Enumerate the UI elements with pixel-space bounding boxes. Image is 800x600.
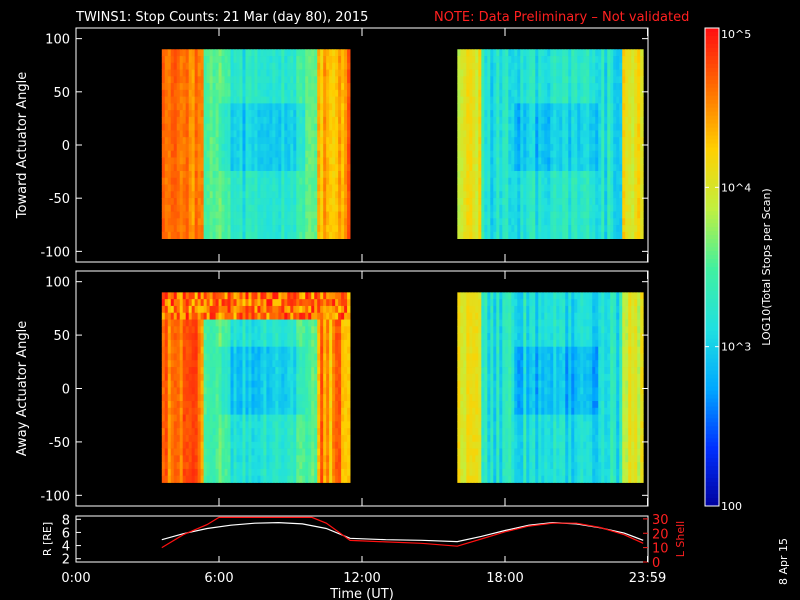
y-axis-label: Toward Actuator Angle (15, 72, 30, 219)
y-tick-label: 0 (62, 383, 70, 398)
generation-date-stamp: 8 Apr 15 (777, 538, 790, 585)
colorbar-tick-label: 10^3 (721, 341, 751, 354)
heatmap-block-2-2 (457, 292, 644, 483)
series-line-lshell (161, 516, 644, 549)
lshell-tick-label: 10 (652, 542, 669, 557)
colorbar-tick-label: 10^5 (721, 28, 751, 41)
heatmap-panel-2: 100 50 0 -50 -100 Away Actuator Angle (15, 270, 649, 507)
y-tick-label: 50 (53, 86, 70, 101)
heatmap-block-1-1 (161, 49, 351, 239)
lshell-tick-label: 0 (652, 556, 660, 571)
x-tick-label: 18:00 (486, 571, 523, 586)
chart-title: TWINS1: Stop Counts: 21 Mar (day 80), 20… (75, 10, 368, 25)
colorbar-tick-label: 100 (721, 500, 742, 513)
time-axis: 0:00 6:00 12:00 18:00 23:59 Time (UT) (61, 571, 666, 600)
r-tick-label: 4 (62, 540, 70, 555)
r-tick-label: 6 (62, 526, 70, 541)
r-tick-label: 2 (62, 553, 70, 568)
x-tick-label: 23:59 (629, 571, 666, 586)
heatmap-block-1-2 (457, 49, 644, 239)
y-axis-label: Away Actuator Angle (15, 321, 30, 456)
y-tick-label: -100 (40, 245, 70, 260)
colorbar: 10^5 10^4 10^3 100 LOG10(Total Stops per Sca… (704, 27, 773, 513)
heatmap-panel-1: 100 50 0 -50 -100 Toward Actuator Angle (15, 27, 649, 263)
y-tick-label: -100 (40, 489, 70, 504)
y-tick-label: -50 (49, 192, 70, 207)
series-line-r (161, 521, 644, 543)
r-tick-label: 8 (62, 513, 70, 528)
y-tick-label: 50 (53, 329, 70, 344)
y-tick-label: -50 (49, 436, 70, 451)
colorbar-label: LOG10(Total Stops per Scan) (760, 188, 773, 345)
colorbar-frame (704, 27, 720, 507)
y-tick-label: 100 (45, 276, 70, 291)
x-axis-label: Time (UT) (329, 587, 394, 600)
y-tick-label: 0 (62, 139, 70, 154)
lshell-axis-label: L Shell (674, 521, 687, 557)
preliminary-note: NOTE: Data Preliminary – Not validated (434, 10, 689, 25)
y-tick-label: 100 (45, 33, 70, 48)
heatmap-panels: 100 50 0 -50 -100 Toward Actuator Angle 100 50 0… (15, 27, 649, 507)
colorbar-tick-label: 10^4 (721, 181, 751, 194)
lshell-tick-label: 20 (652, 527, 669, 542)
x-tick-label: 6:00 (204, 571, 233, 586)
lshell-tick-label: 30 (652, 513, 669, 528)
x-tick-label: 0:00 (61, 571, 90, 586)
heatmap-block-2-1 (161, 292, 351, 483)
x-tick-label: 12:00 (343, 571, 380, 586)
r-axis-label: R [RE] (41, 522, 54, 556)
